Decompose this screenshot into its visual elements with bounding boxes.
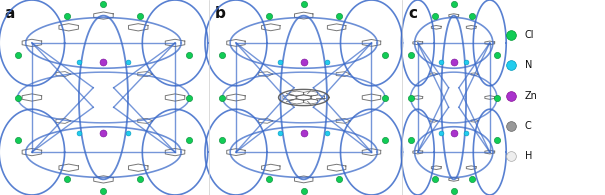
Text: Cl: Cl — [525, 30, 534, 40]
Text: b: b — [215, 6, 226, 21]
Text: C: C — [525, 121, 531, 131]
Text: Zn: Zn — [525, 90, 537, 101]
Text: N: N — [525, 60, 532, 70]
Text: a: a — [5, 6, 15, 21]
Text: c: c — [408, 6, 417, 21]
Text: H: H — [525, 151, 532, 161]
